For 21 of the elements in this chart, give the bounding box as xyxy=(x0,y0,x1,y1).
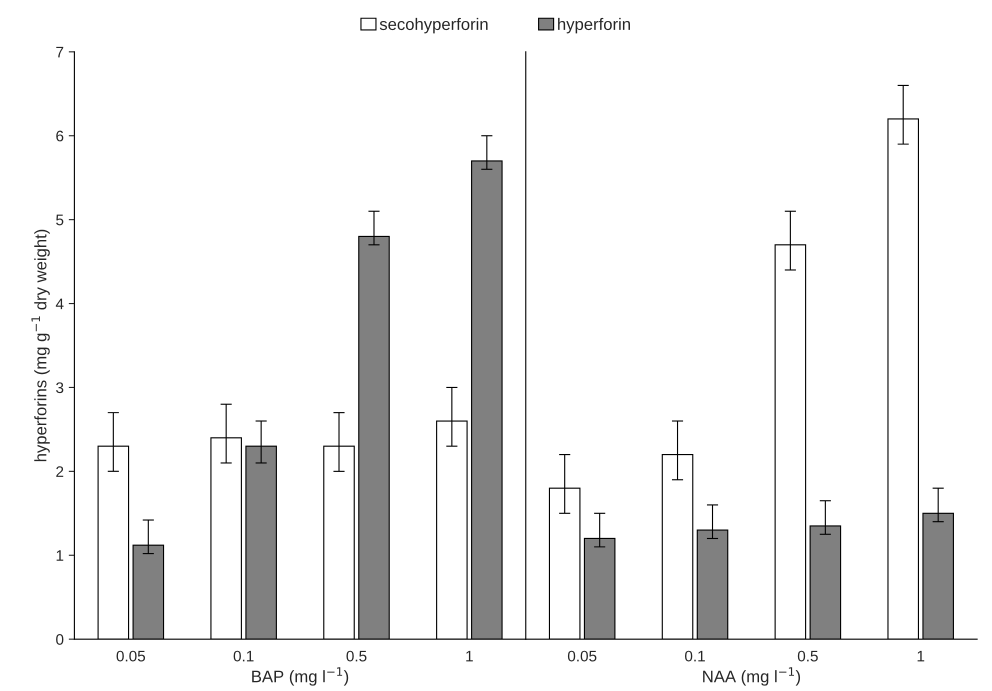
x-axis-title: BAP (mg l$^{−1}$) xyxy=(252,667,348,686)
y-tick-label: 3 xyxy=(56,382,64,394)
x-tick-label: 0.5 xyxy=(798,650,818,662)
x-tick-label: 0.1 xyxy=(685,650,705,662)
y-tick-label: 4 xyxy=(56,298,64,310)
x-tick-label: 1 xyxy=(466,650,473,662)
y-axis-title: hyperforins (mg g$^{−1}$ dry weight) xyxy=(31,230,50,462)
y-tick-label: 1 xyxy=(56,550,64,561)
y-tick-label: 0 xyxy=(56,634,64,645)
x-tick-label: 0.5 xyxy=(346,650,366,662)
legend-label: hyperforin xyxy=(558,18,630,34)
x-tick-label: 0.1 xyxy=(234,650,254,662)
x-axis-title: NAA (mg l$^{−1}$) xyxy=(703,667,800,686)
x-tick-label: 0.05 xyxy=(116,650,146,662)
x-tick-label: 0.05 xyxy=(568,650,596,662)
legend-label: secohyperforin xyxy=(380,18,488,34)
y-tick-label: 5 xyxy=(56,214,64,226)
y-tick-label: 2 xyxy=(56,466,64,477)
y-tick-label: 7 xyxy=(56,46,64,58)
y-tick-label: 6 xyxy=(56,130,64,142)
x-tick-label: 1 xyxy=(918,650,924,662)
